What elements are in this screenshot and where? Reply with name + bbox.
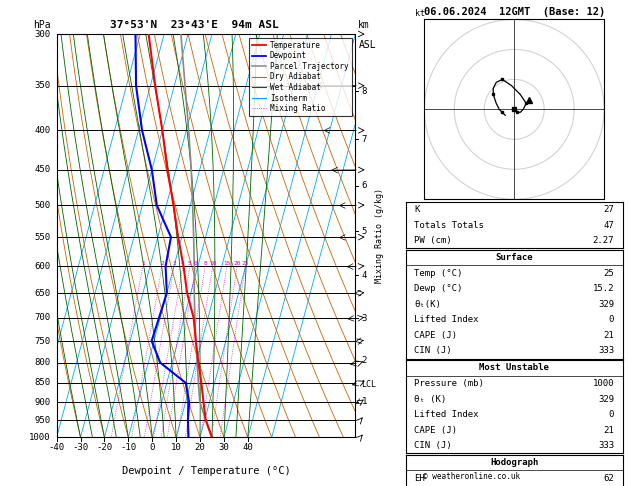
Text: Lifted Index: Lifted Index xyxy=(415,315,479,324)
Text: 8: 8 xyxy=(362,87,367,96)
Text: 3: 3 xyxy=(172,261,176,266)
Text: 750: 750 xyxy=(35,336,50,346)
Text: Dewp (°C): Dewp (°C) xyxy=(415,284,463,293)
Text: CAPE (J): CAPE (J) xyxy=(415,426,457,434)
Text: 2: 2 xyxy=(362,356,367,365)
Text: 30: 30 xyxy=(218,443,230,452)
Text: CIN (J): CIN (J) xyxy=(415,347,452,355)
Text: 450: 450 xyxy=(35,165,50,174)
Text: 06.06.2024  12GMT  (Base: 12): 06.06.2024 12GMT (Base: 12) xyxy=(423,7,605,17)
Text: 15.2: 15.2 xyxy=(593,284,614,293)
Text: 5: 5 xyxy=(188,261,192,266)
Text: 850: 850 xyxy=(35,379,50,387)
Text: CAPE (J): CAPE (J) xyxy=(415,331,457,340)
Text: 10: 10 xyxy=(209,261,216,266)
Text: 600: 600 xyxy=(35,262,50,271)
Text: ASL: ASL xyxy=(359,40,376,50)
Text: 329: 329 xyxy=(598,395,614,403)
Text: 27: 27 xyxy=(603,205,614,214)
Text: LCL: LCL xyxy=(362,381,376,389)
Text: 400: 400 xyxy=(35,126,50,135)
Text: 25: 25 xyxy=(603,269,614,278)
Text: 6: 6 xyxy=(194,261,198,266)
Text: 47: 47 xyxy=(603,221,614,229)
Text: 3: 3 xyxy=(362,314,367,323)
Text: 4: 4 xyxy=(181,261,185,266)
Text: 1: 1 xyxy=(141,261,145,266)
Text: -30: -30 xyxy=(72,443,89,452)
Text: 1000: 1000 xyxy=(29,433,50,442)
Text: θₜ(K): θₜ(K) xyxy=(415,300,442,309)
Text: EH: EH xyxy=(415,474,425,483)
Text: 37°53'N  23°43'E  94m ASL: 37°53'N 23°43'E 94m ASL xyxy=(111,20,279,30)
Text: Mixing Ratio (g/kg): Mixing Ratio (g/kg) xyxy=(375,188,384,283)
Text: 950: 950 xyxy=(35,416,50,425)
Text: 1: 1 xyxy=(362,397,367,406)
Text: K: K xyxy=(415,205,420,214)
Text: 6: 6 xyxy=(362,181,367,190)
Text: Pressure (mb): Pressure (mb) xyxy=(415,379,484,388)
Text: 300: 300 xyxy=(35,30,50,38)
Text: -20: -20 xyxy=(96,443,113,452)
Text: km: km xyxy=(359,20,370,30)
Text: © weatheronline.co.uk: © weatheronline.co.uk xyxy=(423,472,520,481)
Text: 62: 62 xyxy=(603,474,614,483)
Text: 40: 40 xyxy=(242,443,253,452)
Text: 7: 7 xyxy=(362,135,367,144)
Text: Surface: Surface xyxy=(496,253,533,262)
Text: Totals Totals: Totals Totals xyxy=(415,221,484,229)
Text: 8: 8 xyxy=(203,261,207,266)
Text: 350: 350 xyxy=(35,81,50,90)
Text: 333: 333 xyxy=(598,441,614,450)
Text: 2: 2 xyxy=(160,261,164,266)
Legend: Temperature, Dewpoint, Parcel Trajectory, Dry Adiabat, Wet Adiabat, Isotherm, Mi: Temperature, Dewpoint, Parcel Trajectory… xyxy=(249,38,352,116)
Text: 10: 10 xyxy=(170,443,182,452)
Text: Lifted Index: Lifted Index xyxy=(415,410,479,419)
Text: -40: -40 xyxy=(48,443,65,452)
Text: 20: 20 xyxy=(233,261,241,266)
Text: PW (cm): PW (cm) xyxy=(415,236,452,245)
Text: 500: 500 xyxy=(35,201,50,209)
Text: 0: 0 xyxy=(609,315,614,324)
Text: 0: 0 xyxy=(609,410,614,419)
Text: θₜ (K): θₜ (K) xyxy=(415,395,447,403)
Text: 20: 20 xyxy=(194,443,206,452)
Text: 2.27: 2.27 xyxy=(593,236,614,245)
Text: Temp (°C): Temp (°C) xyxy=(415,269,463,278)
Text: kt: kt xyxy=(415,9,425,18)
Text: 800: 800 xyxy=(35,358,50,367)
Text: 333: 333 xyxy=(598,347,614,355)
Text: hPa: hPa xyxy=(33,20,50,30)
Text: Most Unstable: Most Unstable xyxy=(479,364,549,372)
Text: 0: 0 xyxy=(150,443,155,452)
Text: 15: 15 xyxy=(223,261,231,266)
Text: Dewpoint / Temperature (°C): Dewpoint / Temperature (°C) xyxy=(121,466,291,476)
Text: 25: 25 xyxy=(242,261,249,266)
Text: 21: 21 xyxy=(603,331,614,340)
Text: CIN (J): CIN (J) xyxy=(415,441,452,450)
Text: -10: -10 xyxy=(120,443,136,452)
Text: 700: 700 xyxy=(35,313,50,322)
Text: 329: 329 xyxy=(598,300,614,309)
Text: 21: 21 xyxy=(603,426,614,434)
Text: 1000: 1000 xyxy=(593,379,614,388)
Text: 900: 900 xyxy=(35,398,50,407)
Text: 550: 550 xyxy=(35,233,50,242)
Text: 650: 650 xyxy=(35,289,50,297)
Text: 5: 5 xyxy=(362,226,367,236)
Text: Hodograph: Hodograph xyxy=(490,458,538,467)
Text: 4: 4 xyxy=(362,271,367,280)
